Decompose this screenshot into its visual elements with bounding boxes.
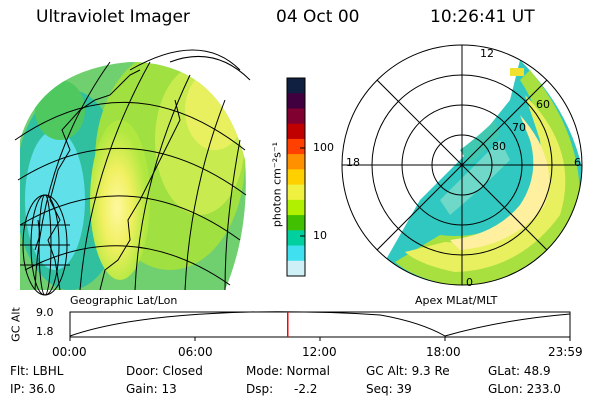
polar-bright-spot [510,68,524,76]
colorbar-swatch [287,199,305,216]
colorbar-swatches [287,78,305,277]
info-glat: GLat: 48.9 [488,364,551,378]
info-mode: Mode: Normal [246,364,330,378]
timeline-y-label: GC Alt [9,307,23,342]
colorbar-swatch [287,93,305,109]
timeline-ticks [69,337,571,341]
info-ip: IP: 36.0 [10,382,56,396]
mlt-label-18: 18 [346,156,360,169]
colorbar-swatch [287,138,305,155]
info-dsp-label: Dsp: [246,382,274,396]
colorbar-swatch [287,260,305,277]
header-time: 10:26:41 UT [430,7,535,27]
colorbar-swatch [287,154,305,170]
lat-label-70: 70 [512,121,526,134]
timeline-x-tick-2359: 23:59 [548,345,583,359]
colorbar-tick-100: 100 [313,141,334,154]
colorbar-swatch [287,78,305,94]
colorbar-swatch [287,169,305,186]
timeline-x-tick-1200: 12:00 [302,345,337,359]
colorbar-swatch [287,123,305,140]
geographic-panel-label: Geographic Lat/Lon [70,294,178,307]
horizon-grid [20,194,70,296]
polar-grid [341,44,583,286]
info-flt: Flt: LBHL [10,364,64,378]
timeline-x-tick-0000: 00:00 [52,345,87,359]
polar-panel-label: Apex MLat/MLT [415,294,498,307]
colorbar-tick-10: 10 [313,229,327,242]
colorbar-swatch [287,215,305,231]
altitude-curve [69,311,571,337]
colorbar-label: photon cm⁻²s⁻¹ [270,141,284,228]
colorbar-swatch [287,108,305,125]
instrument-title: Ultraviolet Imager [36,7,190,27]
timeline-x-tick-1800: 18:00 [426,345,461,359]
mlt-label-12: 12 [480,47,494,60]
header-date: 04 Oct 00 [276,7,360,27]
colorbar-swatch [287,230,305,247]
info-door: Door: Closed [126,364,203,378]
mlt-label-0: 0 [466,276,473,289]
geographic-image [20,62,246,290]
info-dsp-value: -2.2 [294,382,318,396]
info-gain: Gain: 13 [126,382,177,396]
info-seq: Seq: 39 [366,382,412,396]
info-glon: GLon: 233.0 [488,382,561,396]
timeline-y-tick-max: 9.0 [36,306,54,319]
colorbar-swatch [287,184,305,201]
lat-label-60: 60 [536,98,550,111]
lat-label-80: 80 [492,140,506,153]
geographic-grid [14,49,251,291]
timeline-y-tick-min: 1.8 [36,325,54,338]
info-gc-alt: GC Alt: 9.3 Re [366,364,450,378]
mlt-label-6: 6 [574,156,581,169]
timeline-x-tick-0600: 06:00 [178,345,213,359]
colorbar-swatch [287,245,305,262]
